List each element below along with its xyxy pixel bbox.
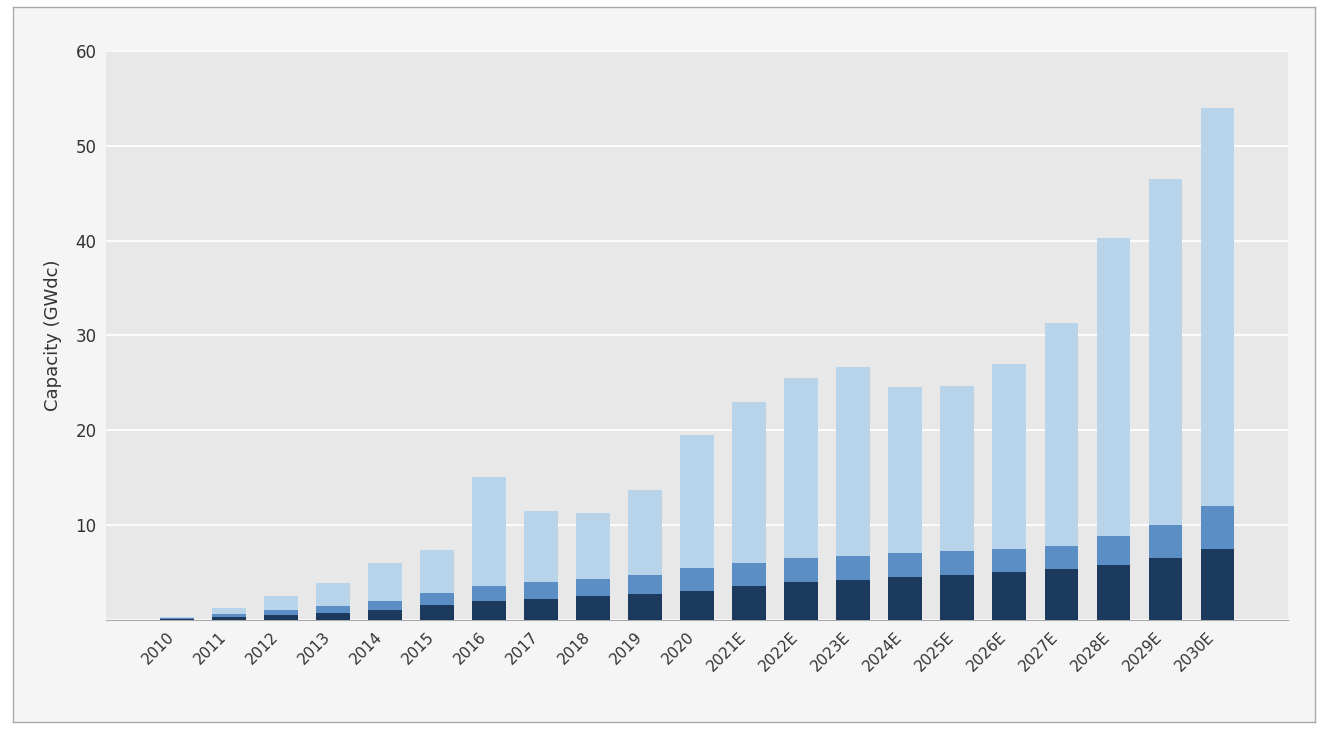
Bar: [940, 551, 975, 575]
Bar: [159, 617, 194, 619]
Bar: [368, 610, 402, 620]
Bar: [837, 556, 870, 580]
Bar: [888, 577, 922, 620]
Bar: [264, 615, 297, 620]
Bar: [576, 596, 610, 620]
Bar: [940, 386, 975, 551]
Bar: [1201, 506, 1235, 548]
Bar: [368, 601, 402, 610]
Bar: [1097, 238, 1130, 537]
Bar: [420, 605, 454, 620]
Bar: [212, 614, 246, 617]
Bar: [628, 594, 663, 620]
Bar: [316, 607, 349, 613]
Bar: [525, 511, 558, 582]
Bar: [525, 599, 558, 620]
Bar: [1201, 108, 1235, 506]
Bar: [732, 563, 766, 586]
Bar: [473, 601, 506, 620]
Bar: [1149, 558, 1182, 620]
Bar: [888, 553, 922, 577]
Bar: [1045, 546, 1078, 569]
Bar: [680, 434, 714, 567]
Bar: [732, 586, 766, 620]
Bar: [940, 575, 975, 620]
Y-axis label: Capacity (GWdc): Capacity (GWdc): [44, 260, 61, 411]
Bar: [576, 512, 610, 579]
Bar: [420, 550, 454, 593]
Bar: [264, 596, 297, 610]
Bar: [680, 567, 714, 591]
Bar: [680, 591, 714, 620]
Bar: [1045, 323, 1078, 546]
Bar: [264, 610, 297, 615]
Bar: [316, 613, 349, 620]
Bar: [837, 367, 870, 556]
Bar: [1149, 179, 1182, 525]
Bar: [628, 490, 663, 575]
Bar: [837, 580, 870, 620]
Bar: [212, 617, 246, 620]
Bar: [1097, 565, 1130, 620]
Bar: [888, 388, 922, 553]
Bar: [785, 558, 818, 582]
Bar: [1149, 525, 1182, 558]
Bar: [473, 477, 506, 586]
Bar: [576, 579, 610, 596]
Bar: [992, 548, 1027, 572]
Bar: [1097, 537, 1130, 565]
Bar: [316, 582, 349, 607]
Bar: [992, 572, 1027, 620]
Bar: [732, 402, 766, 563]
Bar: [159, 619, 194, 620]
Bar: [368, 563, 402, 601]
Bar: [785, 582, 818, 620]
Bar: [473, 586, 506, 601]
Bar: [1201, 548, 1235, 620]
Bar: [1045, 569, 1078, 620]
Bar: [212, 608, 246, 614]
Bar: [525, 582, 558, 599]
Bar: [628, 575, 663, 594]
Bar: [785, 378, 818, 558]
Bar: [420, 593, 454, 605]
Bar: [992, 364, 1027, 548]
